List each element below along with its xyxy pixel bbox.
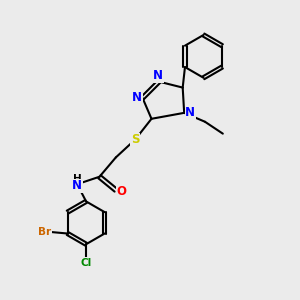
Text: H: H: [73, 174, 82, 184]
Text: N: N: [72, 179, 82, 192]
Text: N: N: [153, 69, 163, 82]
Text: S: S: [131, 133, 140, 146]
Text: N: N: [132, 92, 142, 104]
Text: O: O: [117, 185, 127, 198]
Text: N: N: [185, 106, 195, 119]
Text: Cl: Cl: [80, 258, 92, 268]
Text: Br: Br: [38, 227, 51, 237]
